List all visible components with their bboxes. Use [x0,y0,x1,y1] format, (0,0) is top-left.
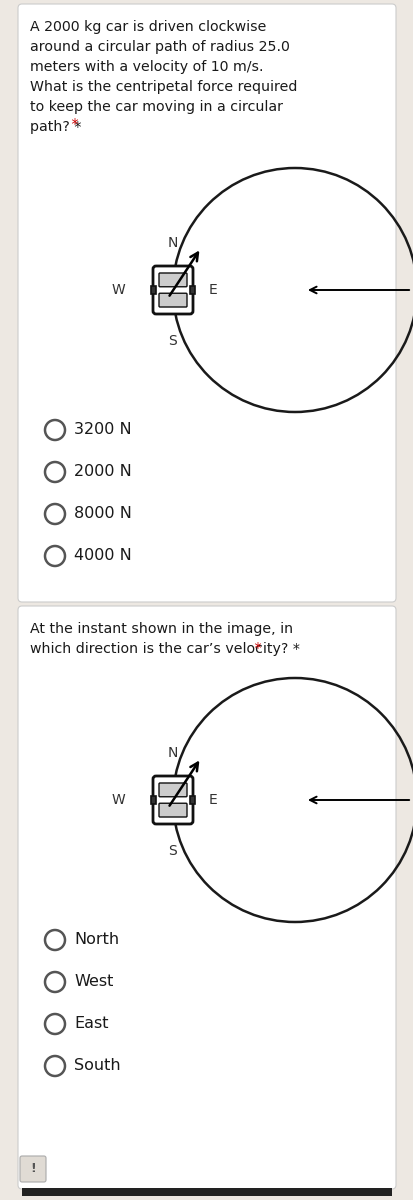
Text: 3200 N: 3200 N [74,422,131,438]
FancyBboxPatch shape [159,272,187,287]
Text: 8000 N: 8000 N [74,506,132,522]
Text: A 2000 kg car is driven clockwise
around a circular path of radius 25.0
meters w: A 2000 kg car is driven clockwise around… [30,20,297,134]
Text: At the instant shown in the image, in
which direction is the car’s velocity? *: At the instant shown in the image, in wh… [30,622,299,656]
FancyBboxPatch shape [18,606,395,1189]
Text: N: N [167,746,178,760]
Text: N: N [167,236,178,250]
Text: W: W [111,793,125,806]
Text: 2000 N: 2000 N [74,464,131,480]
Text: !: ! [30,1163,36,1176]
Text: E: E [209,793,217,806]
Text: *: * [67,118,78,132]
Bar [151,796,156,804]
Text: East: East [74,1016,108,1032]
Bar [22,1188,391,1196]
FancyBboxPatch shape [18,4,395,602]
Text: E: E [209,283,217,296]
Text: W: W [111,283,125,296]
Text: North: North [74,932,119,948]
FancyBboxPatch shape [20,1156,46,1182]
FancyBboxPatch shape [153,776,192,824]
Text: S: S [168,844,177,858]
Text: West: West [74,974,113,990]
Text: 4000 N: 4000 N [74,548,131,564]
Bar [190,286,195,294]
Bar [190,796,195,804]
Text: S: S [168,334,177,348]
FancyBboxPatch shape [159,293,187,307]
Text: South: South [74,1058,120,1074]
FancyBboxPatch shape [159,803,187,817]
Bar [151,286,156,294]
FancyBboxPatch shape [153,266,192,314]
FancyBboxPatch shape [159,782,187,797]
Text: *: * [249,642,261,655]
